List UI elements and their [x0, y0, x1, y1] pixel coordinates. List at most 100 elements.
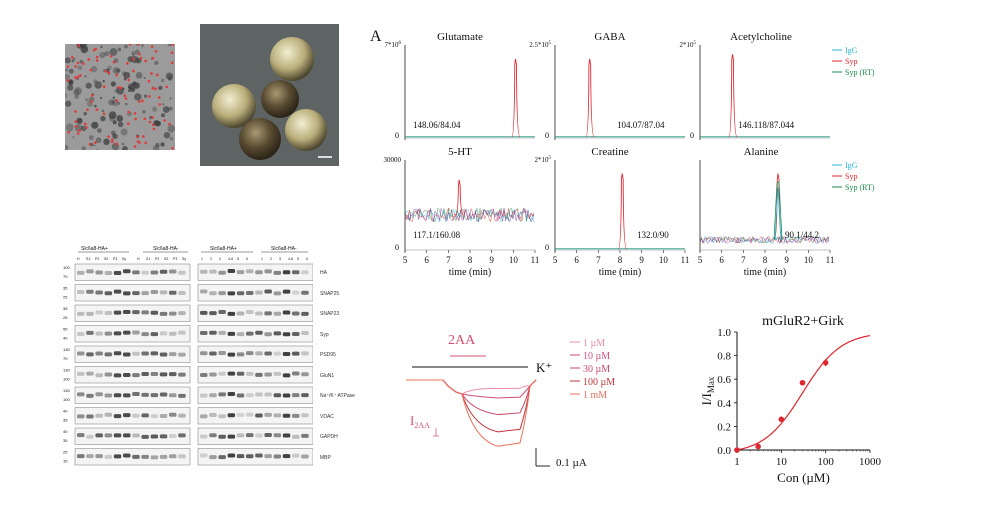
- x-tick-label: 5: [698, 255, 703, 265]
- traces-svg: 2AA K⁺ 1 µM 10 µM 30 µM 100 µM 1 mM I2AA 0.1 µA: [406, 333, 615, 469]
- red-dot-marker: [115, 142, 118, 146]
- red-dot-marker: [107, 135, 110, 138]
- wb-band: [123, 393, 131, 398]
- wb-band: [95, 351, 103, 356]
- wb-band: [292, 371, 300, 376]
- wb-band: [113, 373, 122, 378]
- wb-band: [218, 310, 226, 315]
- microscopy-svg: [65, 44, 175, 150]
- wb-mw-marker: 35: [63, 286, 68, 291]
- wb-lane-label: S2: [104, 257, 108, 261]
- red-dot-marker: [78, 129, 81, 132]
- wb-band: [282, 413, 291, 418]
- wb-strip-left: [74, 325, 191, 343]
- cell-blob: [88, 96, 95, 103]
- wb-band: [282, 332, 291, 337]
- y-min-label: 0: [690, 131, 694, 140]
- cell-blob: [143, 76, 146, 80]
- cell-blob: [67, 84, 74, 91]
- wb-band: [273, 413, 282, 418]
- wb-lane-label: P3: [113, 257, 117, 261]
- cell-blob: [132, 81, 137, 86]
- cell-blob: [71, 59, 75, 63]
- cell-blob: [143, 94, 148, 98]
- red-dot-marker: [148, 120, 152, 124]
- wb-band: [159, 414, 168, 419]
- y-axis-label: I/IMax: [699, 376, 716, 405]
- chromatogram-peak: [585, 58, 595, 138]
- wb-band: [255, 413, 263, 418]
- red-dot-marker: [127, 110, 131, 114]
- wb-mw-marker: 130: [63, 347, 70, 352]
- red-dot-marker: [102, 112, 106, 116]
- wb-band: [150, 289, 159, 294]
- wb-band: [246, 371, 254, 376]
- current-trace: [406, 379, 537, 447]
- x-tick-label: 10: [659, 255, 669, 265]
- wb-band: [209, 393, 217, 398]
- cell-blob: [103, 138, 110, 146]
- cell-blob: [88, 135, 94, 141]
- red-dot-marker: [109, 54, 113, 58]
- wb-band: [95, 392, 103, 397]
- x-tick-label: 6: [424, 255, 429, 265]
- wb-band: [255, 311, 263, 316]
- red-dot-marker: [86, 108, 89, 112]
- wb-band: [273, 270, 282, 275]
- bead-1: [270, 37, 314, 81]
- chart-title: mGluR2+Girk: [762, 314, 844, 329]
- cell-blob: [160, 78, 165, 83]
- red-dot-marker: [136, 135, 139, 138]
- red-dot-marker: [127, 78, 131, 82]
- wb-band: [169, 433, 177, 438]
- wb-lane-label: 5: [237, 257, 239, 261]
- red-dot-marker: [119, 86, 123, 90]
- cell-blob: [162, 102, 165, 106]
- red-dot-marker: [154, 87, 157, 91]
- cell-blob: [153, 120, 160, 127]
- red-dot-marker: [150, 45, 154, 48]
- bead-3: [261, 80, 299, 118]
- wb-band: [264, 289, 272, 294]
- cell-blob: [112, 133, 117, 138]
- cell-blob: [94, 104, 97, 108]
- cell-blob: [116, 87, 124, 95]
- red-dot-marker: [147, 79, 151, 83]
- wb-lane-label: P2: [155, 257, 159, 261]
- red-dot-marker: [168, 122, 171, 126]
- cell-blob: [124, 102, 128, 106]
- red-dot-marker: [74, 110, 77, 113]
- red-dot-marker: [76, 75, 80, 79]
- x-tick-label: 11: [681, 255, 690, 265]
- red-dot-marker: [132, 69, 135, 73]
- wb-band: [86, 289, 94, 294]
- wb-band: [150, 332, 159, 337]
- wb-band: [301, 413, 309, 418]
- wb-band: [95, 310, 103, 315]
- red-dot-marker: [139, 56, 143, 60]
- wb-band: [123, 433, 131, 438]
- red-dot-marker: [151, 87, 155, 90]
- wb-lane-label: Sy: [182, 257, 186, 261]
- wb-band: [227, 269, 236, 274]
- cell-blob: [76, 117, 83, 124]
- wb-band: [264, 392, 272, 397]
- wb-band: [178, 372, 186, 377]
- data-point: [799, 379, 806, 386]
- cell-blob: [85, 82, 92, 89]
- red-dot-marker: [77, 44, 80, 47]
- wb-mw-marker: 100: [63, 397, 70, 402]
- legend-label: Syp: [845, 57, 857, 66]
- red-dot-marker: [133, 112, 137, 115]
- wb-lane-label: 1: [261, 257, 263, 261]
- wb-band: [123, 373, 131, 378]
- bead-5: [239, 118, 281, 160]
- wb-band: [77, 270, 85, 275]
- noise-trace: [404, 207, 535, 223]
- wb-band: [178, 433, 186, 438]
- wb-band: [113, 433, 122, 438]
- x-tick-label: 8: [468, 255, 473, 265]
- wb-band: [282, 393, 291, 398]
- chromatogram-peak: [773, 180, 783, 241]
- wb-band: [301, 393, 309, 398]
